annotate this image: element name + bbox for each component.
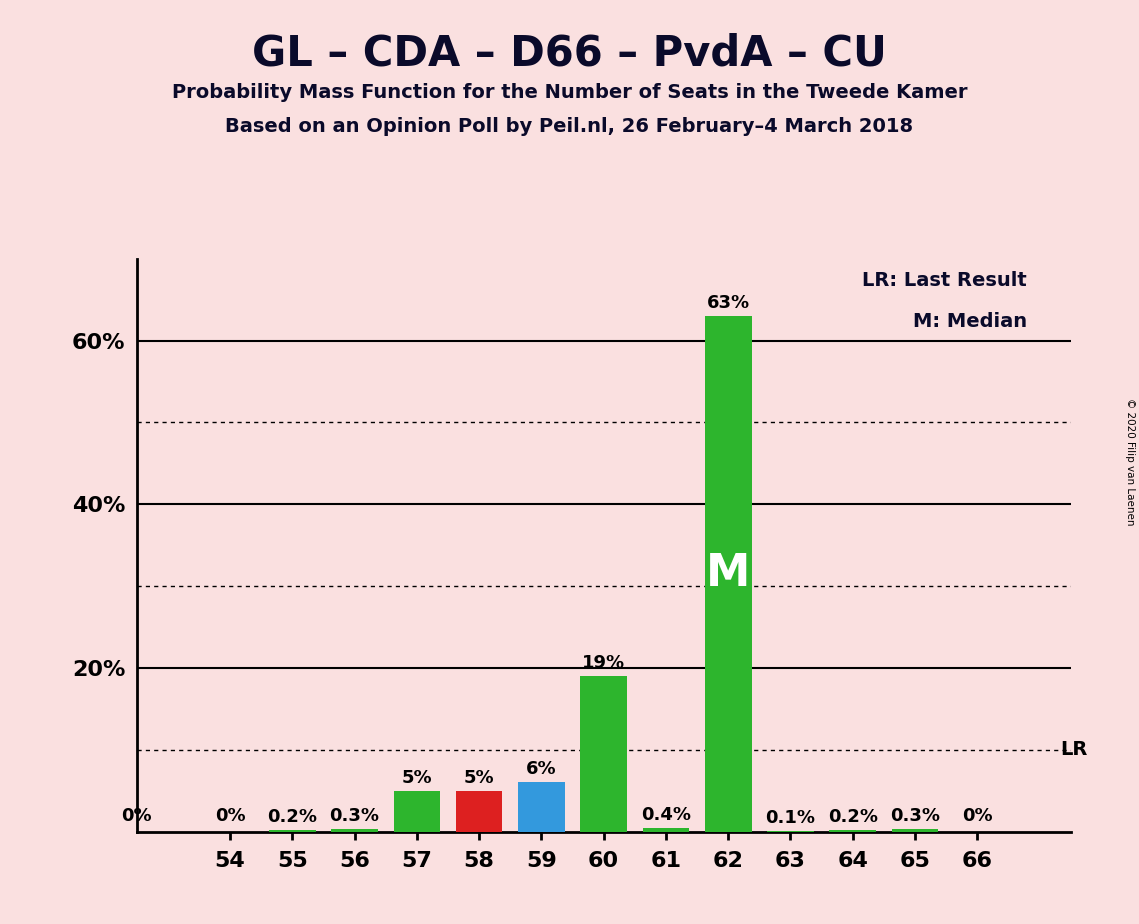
- Text: M: Median: M: Median: [913, 312, 1027, 331]
- Bar: [892, 829, 939, 832]
- Bar: [705, 316, 752, 832]
- Bar: [331, 829, 378, 832]
- Bar: [580, 676, 626, 832]
- Text: 5%: 5%: [402, 769, 432, 786]
- Text: LR: Last Result: LR: Last Result: [862, 271, 1027, 290]
- Text: © 2020 Filip van Laenen: © 2020 Filip van Laenen: [1125, 398, 1134, 526]
- Text: 0%: 0%: [122, 807, 151, 825]
- Text: 0.4%: 0.4%: [641, 807, 691, 824]
- Text: LR: LR: [1060, 740, 1088, 760]
- Text: Based on an Opinion Poll by Peil.nl, 26 February–4 March 2018: Based on an Opinion Poll by Peil.nl, 26 …: [226, 117, 913, 137]
- Text: M: M: [706, 553, 751, 595]
- Bar: [518, 783, 565, 832]
- Text: Probability Mass Function for the Number of Seats in the Tweede Kamer: Probability Mass Function for the Number…: [172, 83, 967, 103]
- Text: 6%: 6%: [526, 760, 557, 778]
- Text: 0.2%: 0.2%: [268, 808, 318, 826]
- Text: 0%: 0%: [215, 807, 245, 825]
- Text: 0.3%: 0.3%: [329, 807, 379, 825]
- Bar: [456, 791, 502, 832]
- Text: 5%: 5%: [464, 769, 494, 786]
- Text: 0.3%: 0.3%: [890, 807, 940, 825]
- Text: 19%: 19%: [582, 654, 625, 672]
- Bar: [269, 830, 316, 832]
- Bar: [393, 791, 440, 832]
- Bar: [642, 828, 689, 832]
- Text: GL – CDA – D66 – PvdA – CU: GL – CDA – D66 – PvdA – CU: [252, 32, 887, 74]
- Text: 63%: 63%: [706, 294, 749, 312]
- Text: 0.2%: 0.2%: [828, 808, 878, 826]
- Text: 0.1%: 0.1%: [765, 808, 816, 827]
- Text: 0%: 0%: [962, 807, 992, 825]
- Bar: [829, 830, 876, 832]
